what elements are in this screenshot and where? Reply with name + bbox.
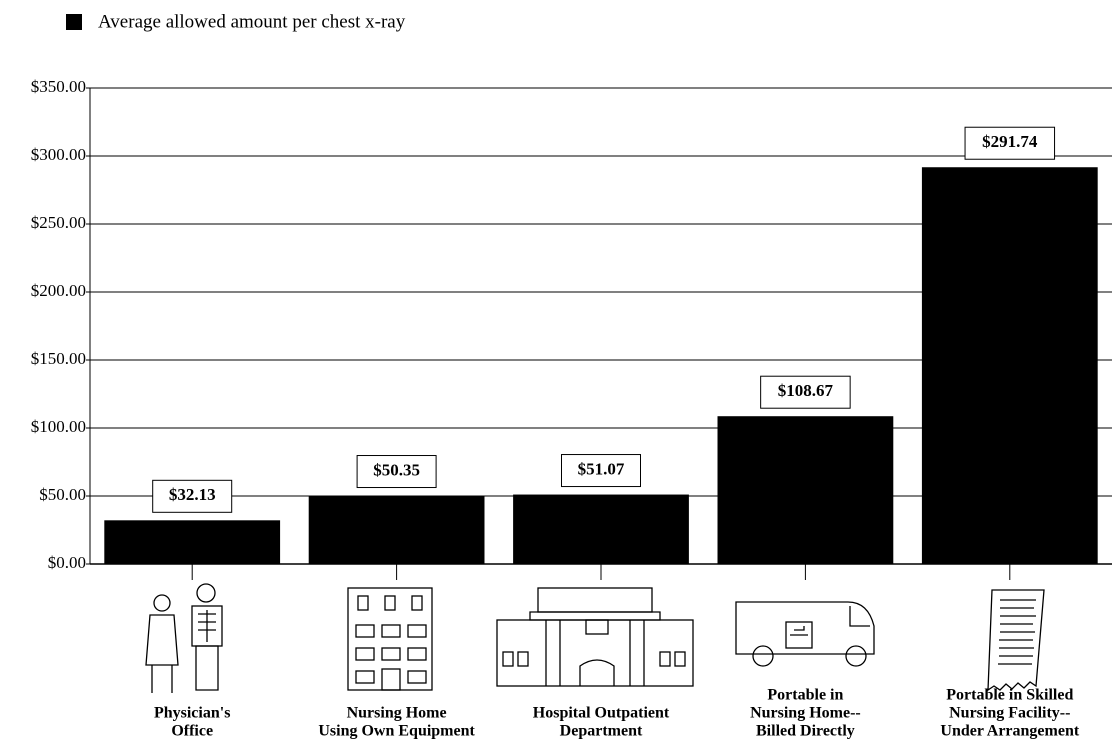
icon-nursing-home [347, 587, 433, 691]
icon-physician [145, 583, 223, 693]
bar [104, 520, 281, 564]
value-label: $51.07 [578, 459, 625, 478]
value-label: $50.35 [373, 460, 420, 479]
x-tick-label: Nursing Home-- [750, 705, 861, 722]
icon-hospital [496, 587, 694, 687]
value-label-box [356, 455, 437, 489]
x-tick-label: Under Arrangement [940, 723, 1079, 740]
legend-swatch [66, 14, 82, 30]
x-tick-label: Office [171, 723, 213, 740]
y-tick-label: $300.00 [31, 145, 86, 164]
x-tick-label: Portable in [767, 687, 843, 704]
x-tick-label: Physician's [154, 705, 230, 722]
bar [921, 167, 1098, 565]
icon-van [735, 601, 875, 667]
x-tick-label: Using Own Equipment [318, 723, 475, 740]
y-tick-label: $250.00 [31, 213, 86, 232]
value-label-box [964, 126, 1056, 160]
bar [513, 494, 689, 564]
y-tick-label: $350.00 [31, 77, 86, 96]
value-label-box [152, 479, 233, 513]
value-label-box [561, 454, 641, 488]
value-label: $291.74 [982, 132, 1038, 151]
x-tick-label: Nursing Facility-- [949, 705, 1070, 722]
y-tick-label: $100.00 [31, 417, 86, 436]
icon-document [987, 589, 1045, 692]
x-tick-label: Nursing Home [347, 705, 447, 722]
bar [717, 416, 894, 564]
x-tick-label: Department [560, 723, 643, 740]
x-tick-label: Portable in Skilled [946, 687, 1073, 704]
y-tick-label: $0.00 [48, 553, 86, 572]
value-label-box [760, 375, 851, 409]
bar [308, 495, 485, 564]
x-tick-label: Hospital Outpatient [533, 705, 670, 722]
y-tick-label: $150.00 [31, 349, 86, 368]
legend-label: Average allowed amount per chest x-ray [98, 11, 406, 32]
y-tick-label: $200.00 [31, 281, 86, 300]
x-tick-label: Billed Directly [756, 723, 855, 740]
y-tick-label: $50.00 [39, 485, 86, 504]
value-label: $32.13 [169, 485, 216, 504]
value-label: $108.67 [778, 381, 834, 400]
